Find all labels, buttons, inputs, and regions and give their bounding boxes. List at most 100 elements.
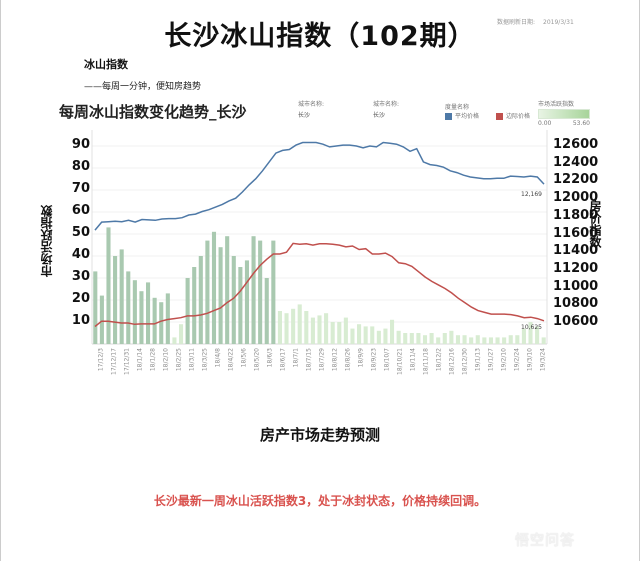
activity-bar [495,337,500,344]
y-tick-right: 12000 [553,190,599,206]
marginal-price-end-label: 10,625 [521,324,542,331]
activity-bar [528,322,533,344]
x-tick-label: 18/6/3 [267,348,274,367]
activity-bar [350,328,355,344]
avg-price-swatch-icon [445,113,452,120]
activity-bar [383,328,388,344]
y-tick-right: 11400 [553,243,599,259]
activity-bar [396,330,401,344]
avg-price-end-label: 12,169 [521,191,542,198]
x-tick-label: 18/2/10 [163,348,170,371]
y-tick-right: 12600 [553,137,599,152]
activity-bar [225,236,230,344]
activity-bar [304,311,309,344]
y-tick-left: 30 [71,269,90,284]
x-tick-label: 18/11/4 [410,348,417,371]
x-tick-label: 18/4/8 [215,348,222,367]
activity-bar [403,333,408,344]
y-tick-left: 60 [71,203,90,218]
section-subtitle: 冰山指数 [84,58,128,71]
x-tick-label: 18/4/22 [228,348,235,371]
activity-bar [159,302,164,344]
activity-max: 53.60 [572,120,590,127]
legend-marginal-price[interactable]: 边际价格 [496,112,530,121]
x-tick-label: 18/7/1 [293,348,300,367]
x-tick-label: 19/3/24 [540,348,547,371]
y-tick-left: 20 [71,291,90,306]
activity-bar [139,291,144,344]
activity-bar [185,278,190,344]
city-filter-value: 长沙 [373,112,386,119]
y-tick-left: 40 [71,247,90,262]
x-tick-label: 19/1/27 [488,348,495,371]
measure-legend: 度量名称 平均价格 [445,103,479,121]
activity-bar [211,231,217,344]
forecast-conclusion: 长沙最新一周冰山活跃指数3，处于冰封状态，价格持续回调。 [153,494,487,508]
x-tick-label: 17/12/31 [124,348,131,375]
y-tick-right: 11200 [553,260,599,276]
activity-bar [106,227,111,344]
y-tick-right: 12400 [553,154,599,170]
activity-bar [297,304,302,344]
x-tick-label: 18/1/14 [137,348,144,371]
activity-bar [218,247,223,344]
activity-bar [251,236,256,344]
activity-bar [357,324,362,344]
activity-bar [119,249,124,344]
activity-bar [113,256,118,344]
x-tick-label: 18/10/21 [397,348,404,375]
activity-bar [376,330,381,344]
x-tick-label: 18/9/9 [358,348,365,367]
activity-bar [264,278,269,344]
refresh-value: 2019/3/31 [543,19,574,26]
activity-bar [192,267,197,344]
activity-bar [317,315,322,344]
marginal-price-swatch-icon [496,113,503,120]
activity-bar [436,337,441,344]
chart-title: 每周冰山指数变化趋势_长沙 [59,103,247,121]
activity-bar [515,335,520,344]
activity-bar [462,335,467,344]
activity-bar [449,330,454,344]
city-filter-2[interactable]: 城市名称: 长沙 [373,100,399,120]
y-tick-right: 10600 [553,314,599,329]
measure-legend-label: 度量名称 [445,104,470,111]
activity-bar [231,256,236,344]
activity-bar [93,271,98,344]
y-tick-left: 70 [71,181,90,196]
activity-bar [324,313,329,344]
y-tick-left: 90 [71,137,90,152]
x-tick-label: 18/6/17 [280,348,287,371]
activity-bar [508,335,513,344]
x-tick-label: 18/12/2 [436,348,443,371]
watermark: 悟空问答 [515,533,575,549]
legend-avg-price[interactable]: 平均价格 [445,112,479,121]
x-tick-label: 18/2/25 [176,348,183,371]
x-tick-label: 18/7/15 [306,348,313,371]
x-tick-label: 18/8/26 [345,348,352,371]
activity-bar [521,328,526,344]
activity-bar [488,337,493,344]
activity-bar [442,333,447,344]
activity-bar [132,280,137,344]
activity-bar [126,271,131,344]
y-tick-left: 50 [71,225,90,240]
activity-bar [238,267,243,344]
page-title: 长沙冰山指数（102期） [164,21,476,52]
refresh-label: 数据刷新日期: [497,19,536,26]
x-tick-label: 18/8/12 [332,348,339,371]
activity-bar [469,337,474,344]
x-tick-label: 18/10/7 [384,348,391,371]
y-tick-left: 80 [71,159,90,174]
activity-bar [284,313,289,344]
x-tick-label: 18/12/16 [449,348,456,375]
x-tick-label: 18/3/11 [189,348,196,371]
activity-bar [370,326,375,344]
activity-bar [337,322,342,344]
activity-bar [389,319,395,344]
activity-min: 0.00 [538,120,552,127]
activity-bar [330,322,335,344]
city-filter-1[interactable]: 城市名称: 长沙 [298,100,324,120]
activity-bar [291,308,296,344]
activity-gradient [538,109,590,119]
